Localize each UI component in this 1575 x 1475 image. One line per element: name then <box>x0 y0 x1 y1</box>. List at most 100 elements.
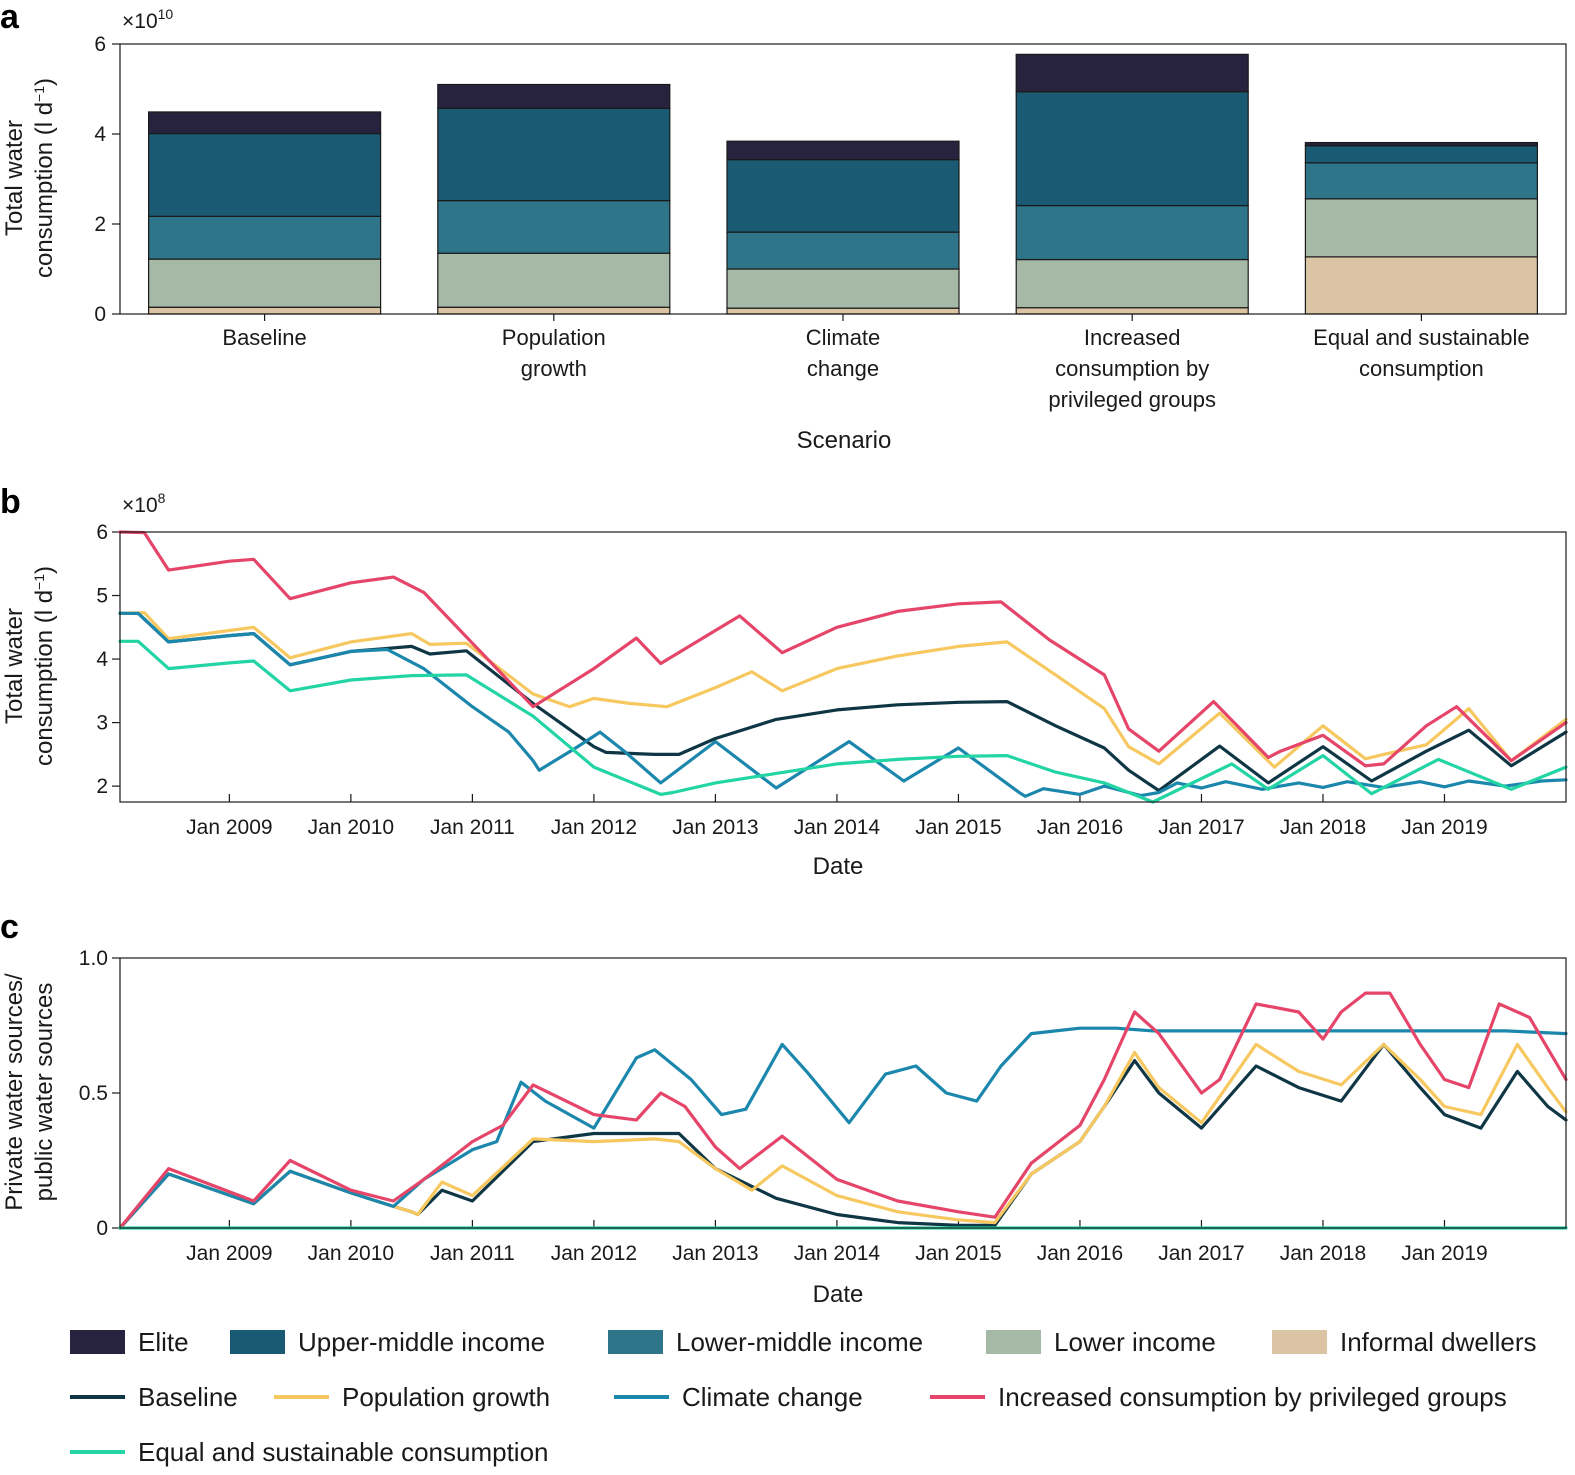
panel-a-ytick-label: 6 <box>94 33 106 56</box>
panel-c-line-population-growth <box>118 1042 1568 1230</box>
bar-lower-income <box>437 252 671 308</box>
bar-elite <box>437 83 671 109</box>
legend-swatch-upper-middle-income <box>230 1330 285 1354</box>
panel-b-line-climate-change <box>118 611 1568 798</box>
panel-b-ylabel-line2: consumption (l d−1) <box>31 566 58 766</box>
bar-informal-dwellers <box>148 306 382 315</box>
bar-informal-dwellers <box>726 307 960 315</box>
panel-b-frame <box>119 531 1567 803</box>
panel-c-line-baseline <box>118 1042 1568 1230</box>
panel-a-category-label: Baseline <box>222 325 306 350</box>
legend-label-lower-income: Lower income <box>1054 1327 1216 1357</box>
bar-elite <box>1015 53 1249 93</box>
bar-informal-dwellers <box>1304 256 1539 315</box>
panel-a-category-label: Increased consumption by privileged groups <box>1048 325 1216 412</box>
panel-b-xtick-label: Jan 2012 <box>551 816 637 839</box>
panel-a-xlabel: Scenario <box>797 427 892 454</box>
legend-label-population-growth: Population growth <box>342 1382 550 1412</box>
panel-c-ylabel-line2: public water sources <box>31 983 58 1202</box>
legend-label-lower-middle-income: Lower-middle income <box>676 1327 923 1357</box>
panel-b-xtick-label: Jan 2014 <box>794 816 881 839</box>
bar-lower-income <box>1304 198 1539 258</box>
panel-c-ytick-label: 0 <box>96 1217 108 1240</box>
legend-swatch-lower-income <box>986 1330 1041 1354</box>
panel-a-multiplier: ×1010 <box>122 6 173 33</box>
panel-a-ylabel-line2: consumption (l d−1) <box>31 78 58 278</box>
panel-b-line-chart: b ×108 Total water consumption (l d−1) D… <box>0 483 1568 880</box>
panel-c-ytick-label: 0.5 <box>79 1082 108 1105</box>
bar-lower-income <box>148 258 382 308</box>
panel-c-ticks: 0 0.5 1.0 Jan 2009 Jan 2010 Jan 2011 Jan 2012 J… <box>79 947 1488 1265</box>
panel-c-xtick-label: Jan 2018 <box>1280 1242 1366 1265</box>
legend-label-informal-dwellers: Informal dwellers <box>1340 1327 1537 1357</box>
panel-b-series-lines <box>118 530 1568 804</box>
bar-elite <box>148 111 382 135</box>
legend-swatch-lower-middle-income <box>608 1330 663 1354</box>
panel-b-ytick-label: 2 <box>96 775 108 798</box>
panel-a-ytick-label: 2 <box>94 213 106 236</box>
panel-c-series-lines <box>118 991 1568 1230</box>
panel-c-xtick-label: Jan 2012 <box>551 1242 637 1265</box>
panel-a-bars <box>148 53 1539 315</box>
panel-b-xtick-label: Jan 2013 <box>672 816 758 839</box>
bar-elite <box>1304 141 1539 147</box>
bar-upper-middle-income <box>1304 145 1539 164</box>
legend-label-climate-change: Climate change <box>682 1382 863 1412</box>
panel-a-letter: a <box>0 0 20 36</box>
panel-c-xtick-label: Jan 2017 <box>1158 1242 1244 1265</box>
panel-b-ytick-label: 5 <box>96 585 108 608</box>
panel-a-frame <box>119 43 1567 315</box>
panel-a-ytick-label: 4 <box>94 123 106 146</box>
legend-label-baseline: Baseline <box>138 1382 238 1412</box>
panel-b-xtick-label: Jan 2015 <box>915 816 1001 839</box>
panel-c-line-chart: c Private water sources/ public water so… <box>0 908 1568 1308</box>
panel-b-xtick-label: Jan 2010 <box>308 816 394 839</box>
legend-swatch-informal-dwellers <box>1272 1330 1327 1354</box>
panel-c-xtick-label: Jan 2011 <box>430 1242 515 1265</box>
panel-b-ticks: 2 3 4 5 6 Jan 2009 Jan 2010 Jan 2011 Jan 2012 Jan… <box>96 521 1487 839</box>
panel-c-xtick-label: Jan 2014 <box>794 1242 881 1265</box>
panel-c-ytick-label: 1.0 <box>79 947 108 970</box>
panel-b-ylabel-line1: Total water <box>1 608 28 724</box>
panel-b-multiplier: ×108 <box>122 490 166 517</box>
panel-a-category-labels: Baseline Population growth Climate change Inc… <box>222 314 1530 412</box>
bar-lower-income <box>1015 258 1249 309</box>
legend: Elite Upper-middle income Lower-middle inc… <box>70 1327 1537 1467</box>
panel-b-ytick-label: 3 <box>96 712 108 735</box>
bar-informal-dwellers <box>1015 307 1249 315</box>
panel-c-xtick-label: Jan 2019 <box>1401 1242 1487 1265</box>
panel-b-ytick-label: 4 <box>96 648 108 671</box>
panel-a-category-label: Climate change <box>806 325 881 381</box>
panel-c-xtick-label: Jan 2016 <box>1037 1242 1123 1265</box>
bar-lower-middle-income <box>726 231 960 270</box>
panel-c-xlabel: Date <box>813 1281 864 1308</box>
panel-b-line-population-growth <box>118 611 1568 769</box>
bar-lower-middle-income <box>1015 204 1249 261</box>
panel-a-category-label: Equal and sustainable consumption <box>1313 325 1530 381</box>
bar-lower-middle-income <box>437 200 671 254</box>
panel-b-ytick-label: 6 <box>96 521 108 544</box>
panel-b-line-equal-and-sustainable-consumption <box>118 639 1568 804</box>
panel-b-line-increased-consumption-by-privileged-groups <box>118 530 1568 768</box>
panel-c-ylabel-line1: Private water sources/ <box>1 973 28 1211</box>
panel-c-xtick-label: Jan 2015 <box>915 1242 1001 1265</box>
panel-c-frame <box>119 957 1567 1229</box>
legend-label-elite: Elite <box>138 1327 189 1357</box>
panel-c-xtick-label: Jan 2009 <box>186 1242 272 1265</box>
bar-upper-middle-income <box>437 107 671 202</box>
panel-c-xtick-label: Jan 2010 <box>308 1242 394 1265</box>
panel-c-letter: c <box>0 908 19 946</box>
legend-label-increased-consumption-by-privileged-groups: Increased consumption by privileged grou… <box>998 1382 1507 1412</box>
panel-a-ylabel-line1: Total water <box>1 120 28 236</box>
panel-b-xtick-label: Jan 2017 <box>1158 816 1244 839</box>
panel-a-ytick-label: 0 <box>94 303 106 326</box>
legend-label-equal-and-sustainable-consumption: Equal and sustainable consumption <box>138 1437 549 1467</box>
panel-c-xtick-label: Jan 2013 <box>672 1242 758 1265</box>
panel-a-category-label: Population growth <box>502 325 606 381</box>
bar-upper-middle-income <box>148 132 382 217</box>
panel-b-xtick-label: Jan 2011 <box>430 816 515 839</box>
bar-lower-middle-income <box>148 215 382 260</box>
bar-informal-dwellers <box>437 306 671 315</box>
panel-b-xtick-label: Jan 2018 <box>1280 816 1366 839</box>
bar-upper-middle-income <box>726 159 960 233</box>
